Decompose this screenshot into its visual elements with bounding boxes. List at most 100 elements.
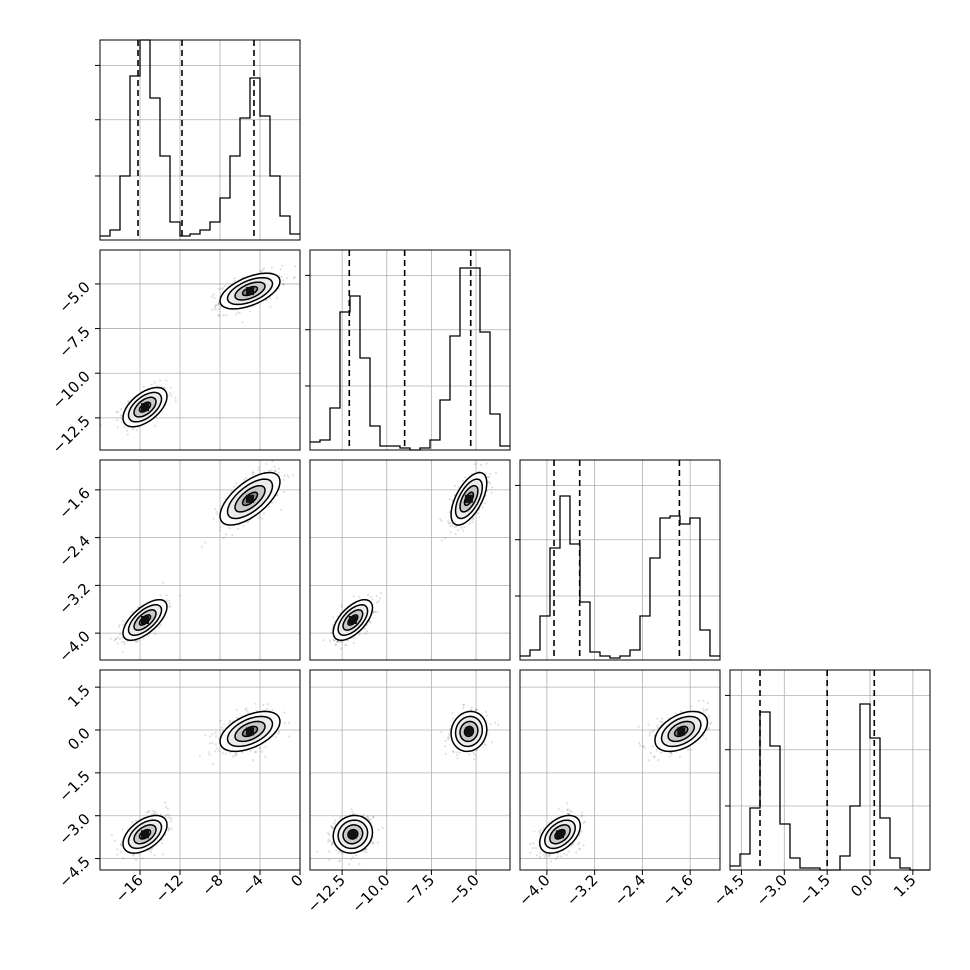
sample-point <box>264 755 267 758</box>
sample-point <box>168 606 171 609</box>
scatter-panel-3-2 <box>519 669 721 871</box>
sample-point <box>265 462 268 465</box>
sample-point <box>580 830 583 833</box>
sample-point <box>116 848 119 851</box>
sample-point <box>327 833 331 836</box>
sample-point <box>571 843 575 846</box>
sample-point <box>485 462 488 465</box>
sample-point <box>339 611 342 615</box>
sample-point <box>367 593 370 596</box>
sample-point <box>452 750 455 754</box>
sample-point <box>215 510 218 513</box>
density-peak <box>141 616 149 624</box>
sample-point <box>245 707 248 710</box>
sample-point <box>234 313 238 316</box>
sample-point <box>657 759 660 762</box>
sample-point <box>659 720 662 723</box>
sample-point <box>252 471 255 474</box>
sample-point <box>170 827 174 830</box>
sample-point <box>670 753 673 756</box>
density-peak <box>348 830 357 839</box>
sample-point <box>215 735 218 738</box>
sample-point <box>351 856 355 859</box>
sample-point <box>322 639 325 642</box>
sample-point <box>220 287 223 291</box>
sample-point <box>114 637 117 640</box>
sample-point <box>153 424 157 427</box>
sample-point <box>154 633 157 636</box>
scatter-panel-1-0 <box>99 249 301 451</box>
sample-point <box>475 749 479 752</box>
sample-point <box>285 277 288 280</box>
sample-point <box>155 811 158 814</box>
sample-point <box>166 807 169 810</box>
sample-point <box>478 515 481 519</box>
sample-point <box>282 279 285 282</box>
sample-point <box>159 813 163 816</box>
sample-point <box>529 851 532 855</box>
sample-point <box>378 597 382 600</box>
sample-point <box>348 863 351 866</box>
sample-point <box>494 471 498 475</box>
sample-point <box>167 828 171 831</box>
sample-point <box>575 851 578 854</box>
sample-point <box>358 633 361 637</box>
sample-point <box>132 854 135 857</box>
sample-point <box>566 812 569 815</box>
sample-point <box>159 623 162 627</box>
sample-point <box>236 311 239 314</box>
sample-point <box>268 470 271 473</box>
sample-point <box>331 827 335 830</box>
sample-point <box>578 834 581 837</box>
sample-point <box>326 840 330 843</box>
sample-point <box>277 732 280 735</box>
sample-point <box>115 410 118 413</box>
sample-point <box>247 520 250 523</box>
sample-point <box>566 802 569 805</box>
sample-point <box>117 625 121 628</box>
histogram-panel-2 <box>515 459 721 661</box>
sample-point <box>475 708 478 711</box>
sample-point <box>336 640 340 643</box>
histogram-panel-1 <box>305 249 511 451</box>
density-peak <box>464 494 473 503</box>
sample-point <box>113 839 116 842</box>
sample-point <box>217 303 220 306</box>
sample-point <box>238 311 241 314</box>
sample-point <box>161 842 164 845</box>
sample-point <box>131 853 135 856</box>
sample-point <box>277 471 280 474</box>
sample-point <box>142 637 145 640</box>
sample-point <box>163 386 166 389</box>
density-peak <box>556 830 564 839</box>
sample-point <box>223 722 226 726</box>
sample-point <box>456 753 459 757</box>
scatter-panel-3-0 <box>99 669 301 871</box>
sample-point <box>121 828 124 831</box>
sample-point <box>484 743 487 747</box>
sample-point <box>213 296 216 300</box>
sample-point <box>562 852 566 855</box>
sample-point <box>473 462 477 466</box>
sample-point <box>449 530 452 534</box>
sample-point <box>533 830 536 833</box>
sample-point <box>583 820 587 823</box>
sample-point <box>286 473 289 476</box>
sample-point <box>339 859 342 862</box>
sample-point <box>244 477 247 480</box>
sample-point <box>536 854 539 857</box>
sample-point <box>283 722 286 725</box>
sample-point <box>457 486 460 489</box>
sample-point <box>554 857 557 860</box>
sample-point <box>334 819 337 822</box>
sample-point <box>262 267 266 270</box>
sample-point <box>368 620 372 623</box>
sample-point <box>228 526 231 530</box>
sample-point <box>174 397 177 400</box>
sample-point <box>121 623 125 626</box>
sample-point <box>471 518 475 521</box>
sample-point <box>136 640 139 643</box>
sample-point <box>135 429 138 432</box>
sample-point <box>365 815 368 819</box>
sample-point <box>496 723 500 726</box>
